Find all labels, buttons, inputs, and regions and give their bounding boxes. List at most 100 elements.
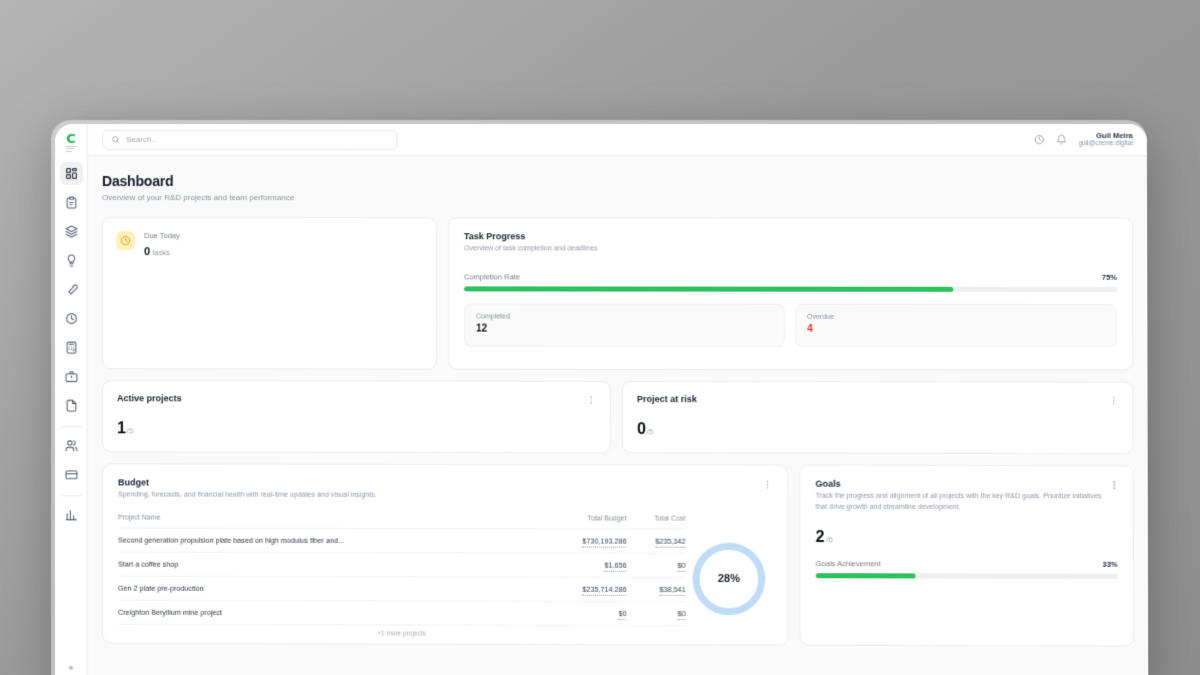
search-input[interactable]: [126, 135, 389, 145]
document-icon: [64, 399, 77, 412]
budget-donut-wrap: 28%: [685, 502, 772, 615]
active-projects-title: Active projects: [117, 393, 182, 404]
user-email: guil@creme.digital: [1078, 140, 1133, 148]
clock-icon: [64, 312, 77, 325]
row-budget-goals: Budget Spending, forecasts, and financia…: [102, 463, 1135, 647]
topbar-right: Guil Meira guil@creme.digital: [1034, 131, 1133, 149]
wrench-icon: [64, 283, 78, 296]
task-progress-card: Task Progress Overview of task completio…: [447, 217, 1134, 371]
sidebar-item-projects[interactable]: [59, 220, 82, 243]
cell-project-name: Gen 2 plate pre-production: [118, 575, 544, 601]
completion-rate-row: Completion Rate 75%: [464, 272, 1117, 282]
sidebar-item-dashboard[interactable]: [59, 162, 83, 186]
col-project-name: Project Name: [118, 513, 544, 529]
app-window: C: [54, 124, 1149, 675]
due-today-card: Due Today 0 tasks: [102, 217, 437, 370]
budget-card: Budget Spending, forecasts, and financia…: [102, 463, 789, 646]
creme-logo[interactable]: C: [60, 132, 82, 156]
budget-subtitle: Spending, forecasts, and financial healt…: [118, 491, 377, 499]
budget-donut-label: 28%: [717, 572, 741, 585]
users-icon: [64, 439, 77, 452]
kebab-menu-icon[interactable]: [1111, 479, 1117, 491]
goals-value-line: 2 /6: [816, 529, 1118, 548]
project-at-risk-card: Project at risk 0 /5: [621, 380, 1134, 455]
search-icon: [111, 131, 120, 149]
project-at-risk-head: Project at risk: [637, 394, 1118, 407]
sidebar-item-tasks[interactable]: [59, 191, 82, 214]
due-today-inner: Due Today 0 tasks: [116, 231, 423, 260]
sidebar-item-time-tracking[interactable]: [59, 307, 82, 330]
goals-subtitle: Track the progress and alignment of all …: [815, 492, 1102, 511]
sidebar-divider-1: [60, 426, 82, 428]
kebab-menu-icon[interactable]: [1109, 395, 1118, 407]
active-projects-value: 1: [117, 420, 126, 438]
kebab-menu-icon[interactable]: [763, 479, 772, 491]
budget-heading-text: Budget Spending, forecasts, and financia…: [118, 477, 376, 501]
table-row[interactable]: Gen 2 plate pre-production $235,714.286 $3…: [118, 575, 686, 602]
completed-stat: Completed 12: [463, 302, 785, 347]
cell-total-budget: $730,193.286: [543, 528, 627, 553]
col-total-budget: Total Budget: [543, 514, 627, 529]
topbar: Guil Meira guil@creme.digital: [88, 124, 1147, 157]
search-box[interactable]: [102, 129, 398, 150]
user-block[interactable]: Guil Meira guil@creme.digital: [1079, 131, 1133, 149]
sidebar-item-portfolio[interactable]: [59, 365, 82, 388]
row-stats-top: Due Today 0 tasks Task Progress Overview …: [102, 217, 1134, 371]
table-row[interactable]: Creighton Beryllium mine project $0 $0: [118, 599, 686, 626]
lightbulb-icon: [64, 254, 77, 267]
grid-dashboard-icon: [64, 167, 77, 180]
card-icon: [64, 468, 77, 481]
cell-total-cost: $0: [626, 552, 686, 577]
sidebar: C: [54, 124, 89, 675]
due-today-value-line: 0 tasks: [144, 242, 180, 260]
cell-total-cost: $0: [626, 600, 686, 626]
project-at-risk-title: Project at risk: [636, 393, 697, 405]
goals-title: Goals: [815, 478, 841, 489]
bell-notification-icon[interactable]: [1056, 134, 1067, 145]
sidebar-item-tools[interactable]: [59, 278, 82, 301]
goals-value: 2: [815, 528, 825, 547]
cell-project-name: Creighton Beryllium mine project: [118, 599, 544, 625]
budget-table-wrap: Project Name Total Budget Total Cost Sec…: [118, 513, 686, 638]
sidebar-item-team[interactable]: [59, 434, 82, 457]
due-today-value: 0: [144, 246, 151, 259]
completion-rate-progressbar: [463, 285, 1117, 292]
project-at-risk-value-line: 0 /5: [637, 421, 1118, 440]
clock-history-icon[interactable]: [1034, 134, 1045, 145]
sidebar-item-documents[interactable]: [59, 394, 82, 417]
goals-achievement-row: Goals Achievement 33%: [816, 559, 1118, 569]
table-row[interactable]: Start a coffee shop $1,656 $0: [118, 551, 686, 577]
cell-total-budget: $235,714.286: [543, 576, 627, 601]
cell-total-budget: $1,656: [543, 552, 627, 577]
budget-more-label[interactable]: +1 more projects: [377, 629, 426, 638]
goals-achievement-progressbar: [815, 573, 1118, 579]
row-project-counts: Active projects 1 /5 Project at risk 0: [102, 380, 1134, 455]
budget-body: Project Name Total Budget Total Cost Sec…: [118, 501, 772, 638]
page-title: Dashboard: [102, 173, 174, 190]
sidebar-item-ideas[interactable]: [59, 249, 82, 272]
kebab-menu-icon[interactable]: [587, 394, 596, 406]
col-total-cost: Total Cost: [626, 514, 686, 529]
sidebar-item-billing[interactable]: [59, 463, 82, 486]
completion-rate-fill: [463, 285, 954, 292]
calculator-icon: [64, 341, 77, 354]
budget-donut-chart: 28%: [692, 542, 766, 615]
logo-lines: [65, 145, 77, 154]
due-today-unit: tasks: [152, 248, 170, 258]
main-column: Guil Meira guil@creme.digital Dashboard …: [88, 124, 1149, 675]
completed-label: Completed: [476, 312, 511, 321]
clipboard-icon: [64, 196, 77, 209]
layers-icon: [64, 225, 77, 238]
due-today-label: Due Today: [144, 231, 180, 241]
overdue-label: Overdue: [807, 313, 835, 321]
goals-achievement-fill: [815, 573, 916, 579]
budget-head: Budget Spending, forecasts, and financia…: [118, 477, 772, 502]
page-subtitle: Overview of your R&D projects and team p…: [102, 193, 295, 203]
sidebar-item-reports[interactable]: [59, 503, 82, 526]
table-row[interactable]: Second generation propulsion plate based…: [118, 527, 686, 553]
task-progress-title: Task Progress: [463, 231, 526, 242]
project-at-risk-total: /5: [646, 427, 654, 437]
project-at-risk-value: 0: [637, 421, 646, 439]
sidebar-item-calculator[interactable]: [59, 336, 82, 359]
cell-total-cost: $38,541: [626, 576, 686, 602]
